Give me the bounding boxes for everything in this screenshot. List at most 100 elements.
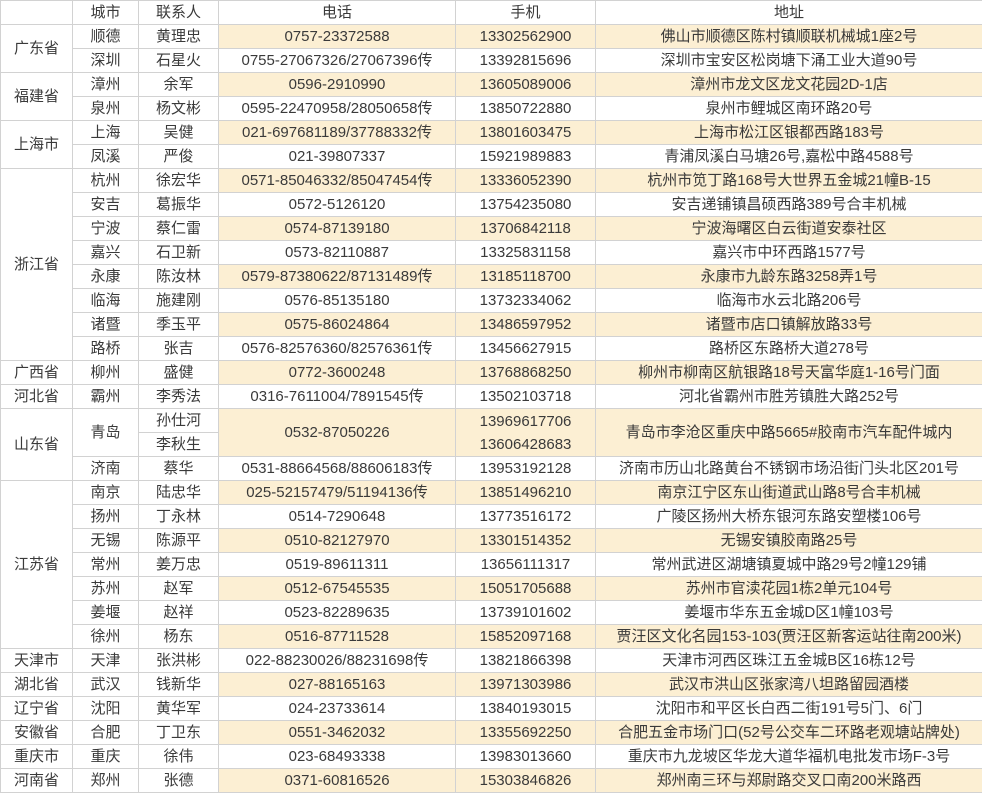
province-cell: 重庆市 [1,745,73,769]
address-cell: 路桥区东路桥大道278号 [596,337,982,361]
address-cell: 临海市水云北路206号 [596,289,982,313]
mobile-cell: 13971303986 [456,673,596,697]
phone-cell: 0575-86024864 [219,313,456,337]
contact-cell: 李秀法 [139,385,219,409]
contact-cell: 钱新华 [139,673,219,697]
header-contact: 联系人 [139,1,219,25]
city-cell: 宁波 [73,217,139,241]
address-cell: 嘉兴市中环西路1577号 [596,241,982,265]
address-cell: 南京江宁区东山街道武山路8号合丰机械 [596,481,982,505]
city-cell: 郑州 [73,769,139,793]
contact-cell: 徐宏华 [139,169,219,193]
city-cell: 常州 [73,553,139,577]
mobile-cell: 13302562900 [456,25,596,49]
city-cell: 永康 [73,265,139,289]
city-cell: 深圳 [73,49,139,73]
contact-cell: 张吉 [139,337,219,361]
address-cell: 安吉递铺镇昌硕西路389号合丰机械 [596,193,982,217]
mobile-cell: 13456627915 [456,337,596,361]
contact-cell: 陈汝林 [139,265,219,289]
province-cell: 广西省 [1,361,73,385]
mobile-cell: 13301514352 [456,529,596,553]
phone-cell: 0576-82576360/82576361传 [219,337,456,361]
phone-cell: 0523-82289635 [219,601,456,625]
contact-cell: 张洪彬 [139,649,219,673]
address-cell: 郑州南三环与郑尉路交叉口南200米路西 [596,769,982,793]
province-cell: 辽宁省 [1,697,73,721]
contact-cell: 石星火 [139,49,219,73]
contact-cell: 姜万忠 [139,553,219,577]
city-cell: 苏州 [73,577,139,601]
address-cell: 永康市九龄东路3258弄1号 [596,265,982,289]
phone-cell: 0571-85046332/85047454传 [219,169,456,193]
phone-cell: 027-88165163 [219,673,456,697]
contact-cell: 张德 [139,769,219,793]
city-cell: 安吉 [73,193,139,217]
contact-cell: 盛健 [139,361,219,385]
mobile-cell: 13850722880 [456,97,596,121]
address-cell: 贾汪区文化名园153-103(贾汪区新客运站往南200米) [596,625,982,649]
phone-cell: 0519-89611311 [219,553,456,577]
city-cell: 凤溪 [73,145,139,169]
city-cell: 诸暨 [73,313,139,337]
province-cell: 安徽省 [1,721,73,745]
contact-cell: 李秋生 [139,433,219,457]
contact-cell: 丁永林 [139,505,219,529]
city-cell: 临海 [73,289,139,313]
mobile-cell: 13840193015 [456,697,596,721]
header-mobile: 手机 [456,1,596,25]
mobile-cell: 13392815696 [456,49,596,73]
contact-cell: 赵军 [139,577,219,601]
mobile-cell: 13325831158 [456,241,596,265]
mobile-cell: 13706842118 [456,217,596,241]
phone-cell: 022-88230026/88231698传 [219,649,456,673]
contact-cell: 蔡仁雷 [139,217,219,241]
province-cell: 山东省 [1,409,73,481]
header-city: 城市 [73,1,139,25]
contact-cell: 吴健 [139,121,219,145]
city-cell: 徐州 [73,625,139,649]
city-cell: 泉州 [73,97,139,121]
city-cell: 顺德 [73,25,139,49]
province-cell: 河南省 [1,769,73,793]
contact-cell: 葛振华 [139,193,219,217]
phone-cell: 0576-85135180 [219,289,456,313]
city-cell: 霸州 [73,385,139,409]
mobile-cell: 13739101602 [456,601,596,625]
mobile-cell: 13336052390 [456,169,596,193]
mobile-cell: 15051705688 [456,577,596,601]
city-cell: 武汉 [73,673,139,697]
mobile-cell: 13754235080 [456,193,596,217]
table-header: 城市 联系人 电话 手机 地址 [1,1,982,25]
header-row: 城市 联系人 电话 手机 地址 [1,1,982,25]
mobile-cell: 13801603475 [456,121,596,145]
province-cell: 天津市 [1,649,73,673]
address-cell: 重庆市九龙坡区华龙大道华福机电批发市场F-3号 [596,745,982,769]
address-cell: 河北省霸州市胜芳镇胜大路252号 [596,385,982,409]
mobile-number: 13606428683 [458,433,593,456]
phone-cell: 0574-87139180 [219,217,456,241]
address-cell: 苏州市官渎花园1栋2单元104号 [596,577,982,601]
city-cell: 路桥 [73,337,139,361]
address-cell: 青岛市李沧区重庆中路5665#胶南市汽车配件城内 [596,409,982,457]
address-cell: 沈阳市和平区长白西二街191号5门、6门 [596,697,982,721]
mobile-cell: 15303846826 [456,769,596,793]
phone-cell: 0371-60816526 [219,769,456,793]
phone-cell: 0512-67545535 [219,577,456,601]
